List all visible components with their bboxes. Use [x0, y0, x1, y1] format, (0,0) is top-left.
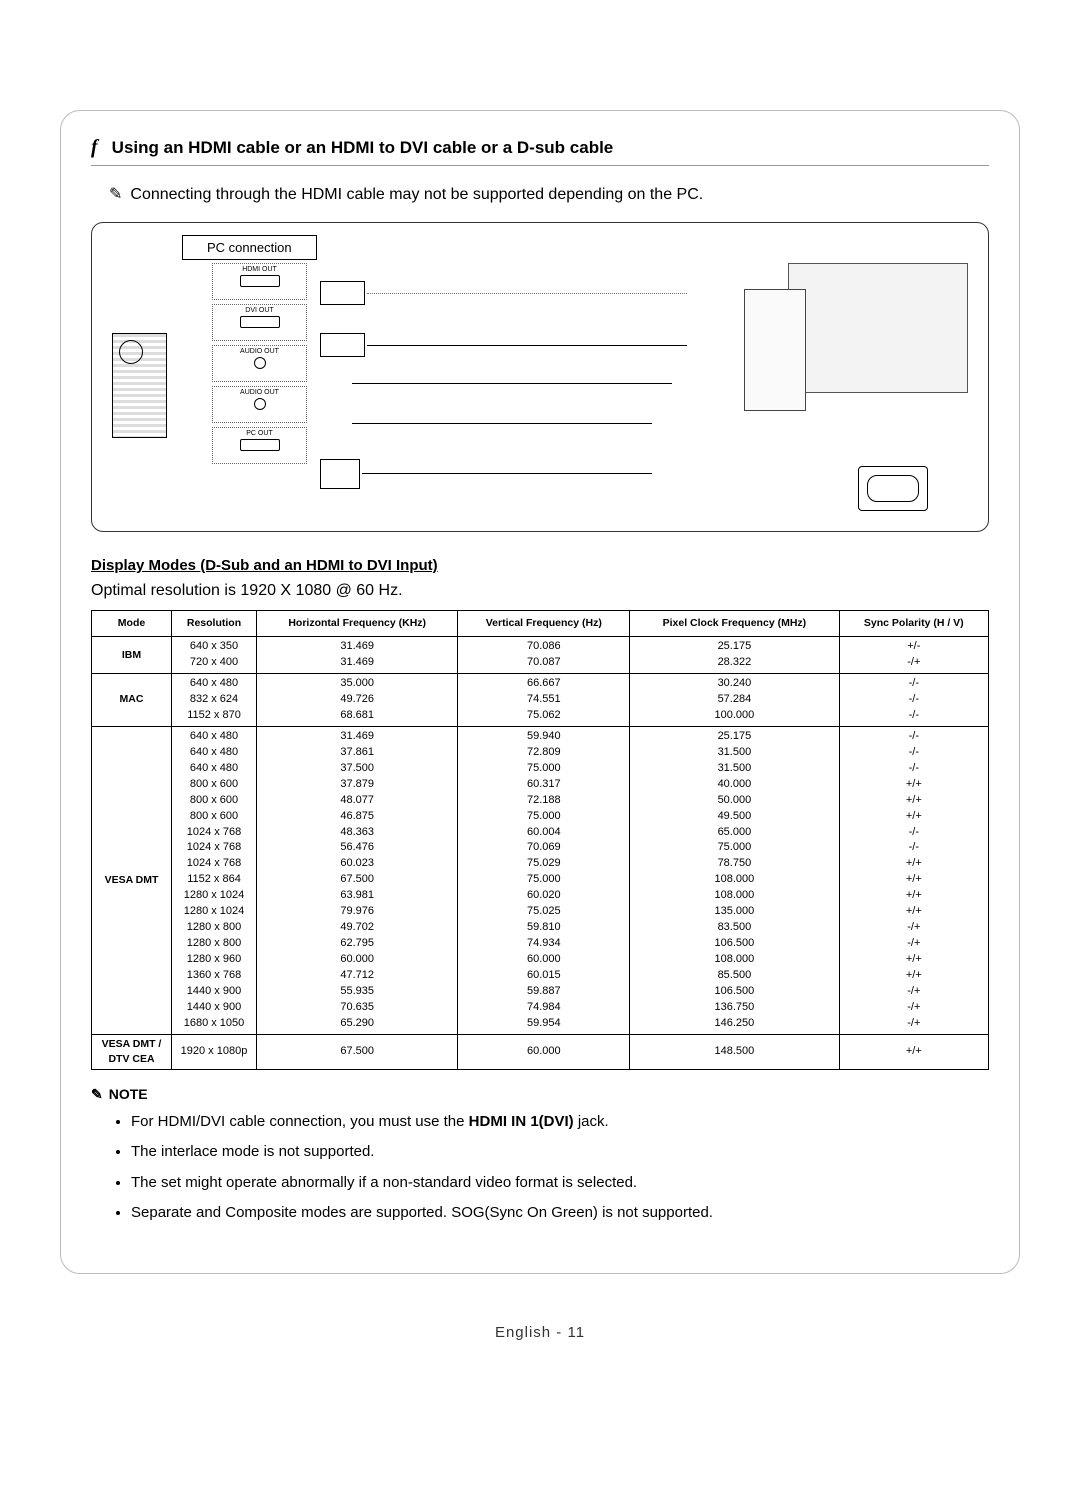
cell-resolution: 1920 x 1080p [172, 1034, 257, 1069]
diagram-label: PC connection [182, 235, 317, 260]
cell-sync: +/+ [839, 1034, 988, 1069]
col-mode: Mode [92, 611, 172, 637]
cell-hfreq: 67.500 [257, 1034, 458, 1069]
cable-hdmi [367, 293, 687, 294]
table-row: IBM640 x 350 720 x 40031.469 31.46970.08… [92, 637, 989, 674]
pc-tower-icon [112, 333, 167, 438]
cell-pclock: 25.175 31.500 31.500 40.000 50.000 49.50… [630, 726, 839, 1034]
vga-connector-icon [858, 466, 928, 511]
cell-vfreq: 59.940 72.809 75.000 60.317 72.188 75.00… [458, 726, 630, 1034]
optimal-resolution-text: Optimal resolution is 1920 X 1080 @ 60 H… [91, 582, 989, 600]
col-pclock: Pixel Clock Frequency (MHz) [630, 611, 839, 637]
col-resolution: Resolution [172, 611, 257, 637]
port-pc-out: PC OUT [212, 427, 307, 464]
notes-list: For HDMI/DVI cable connection, you must … [131, 1112, 989, 1223]
cell-pclock: 148.500 [630, 1034, 839, 1069]
port-audio-out-2: AUDIO OUT [212, 386, 307, 423]
vga-plug-icon [320, 459, 360, 489]
cell-pclock: 25.175 28.322 [630, 637, 839, 674]
table-header-row: Mode Resolution Horizontal Frequency (KH… [92, 611, 989, 637]
section-title: Using an HDMI cable or an HDMI to DVI ca… [112, 138, 614, 158]
cell-mode: IBM [92, 637, 172, 674]
cell-pclock: 30.240 57.284 100.000 [630, 674, 839, 727]
cell-mode: MAC [92, 674, 172, 727]
table-row: VESA DMT640 x 480 640 x 480 640 x 480 80… [92, 726, 989, 1034]
cell-sync: +/- -/+ [839, 637, 988, 674]
page-frame: f Using an HDMI cable or an HDMI to DVI … [60, 110, 1020, 1274]
note-item: For HDMI/DVI cable connection, you must … [131, 1112, 989, 1132]
cable-vga [362, 473, 652, 474]
cell-hfreq: 31.469 31.469 [257, 637, 458, 674]
cell-sync: -/- -/- -/- [839, 674, 988, 727]
connection-diagram: PC connection HDMI OUT DVI OUT AUDIO OUT… [91, 222, 989, 532]
note-item: The set might operate abnormally if a no… [131, 1173, 989, 1193]
table-row: VESA DMT / DTV CEA1920 x 1080p67.50060.0… [92, 1034, 989, 1069]
col-vfreq: Vertical Frequency (Hz) [458, 611, 630, 637]
note-item: Separate and Composite modes are support… [131, 1203, 989, 1223]
hdmi-plug-icon [320, 281, 365, 305]
cell-resolution: 640 x 350 720 x 400 [172, 637, 257, 674]
cell-hfreq: 35.000 49.726 68.681 [257, 674, 458, 727]
section-header: f Using an HDMI cable or an HDMI to DVI … [91, 136, 989, 166]
port-hdmi-out: HDMI OUT [212, 263, 307, 300]
pc-ports: HDMI OUT DVI OUT AUDIO OUT AUDIO OUT PC … [212, 263, 307, 468]
cable-dvi [367, 345, 687, 346]
cell-vfreq: 60.000 [458, 1034, 630, 1069]
cell-resolution: 640 x 480 640 x 480 640 x 480 800 x 600 … [172, 726, 257, 1034]
port-dvi-out: DVI OUT [212, 304, 307, 341]
cell-hfreq: 31.469 37.861 37.500 37.879 48.077 46.87… [257, 726, 458, 1034]
dvi-plug-icon [320, 333, 365, 357]
cell-mode: VESA DMT / DTV CEA [92, 1034, 172, 1069]
tv-back-icon [788, 263, 968, 393]
cable-audio-2 [352, 423, 652, 424]
section-icon: f [91, 136, 98, 159]
port-audio-out-1: AUDIO OUT [212, 345, 307, 382]
notes-heading: NOTE [91, 1086, 148, 1102]
col-sync: Sync Polarity (H / V) [839, 611, 988, 637]
cell-vfreq: 66.667 74.551 75.062 [458, 674, 630, 727]
cell-vfreq: 70.086 70.087 [458, 637, 630, 674]
page-footer: English - 11 [60, 1324, 1020, 1341]
note-item: The interlace mode is not supported. [131, 1142, 989, 1162]
col-hfreq: Horizontal Frequency (KHz) [257, 611, 458, 637]
cable-audio-1 [352, 383, 672, 384]
notes-section: NOTE For HDMI/DVI cable connection, you … [91, 1086, 989, 1223]
display-modes-heading: Display Modes (D-Sub and an HDMI to DVI … [91, 557, 989, 574]
top-note: Connecting through the HDMI cable may no… [109, 184, 989, 204]
cell-mode: VESA DMT [92, 726, 172, 1034]
cell-sync: -/- -/- -/- +/+ +/+ +/+ -/- -/- +/+ +/+ … [839, 726, 988, 1034]
cell-resolution: 640 x 480 832 x 624 1152 x 870 [172, 674, 257, 727]
table-row: MAC640 x 480 832 x 624 1152 x 87035.000 … [92, 674, 989, 727]
display-modes-table: Mode Resolution Horizontal Frequency (KH… [91, 610, 989, 1070]
